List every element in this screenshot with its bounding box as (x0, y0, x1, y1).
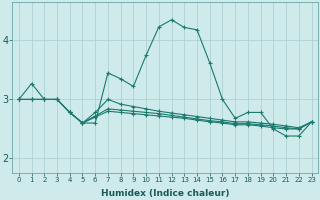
X-axis label: Humidex (Indice chaleur): Humidex (Indice chaleur) (101, 189, 229, 198)
